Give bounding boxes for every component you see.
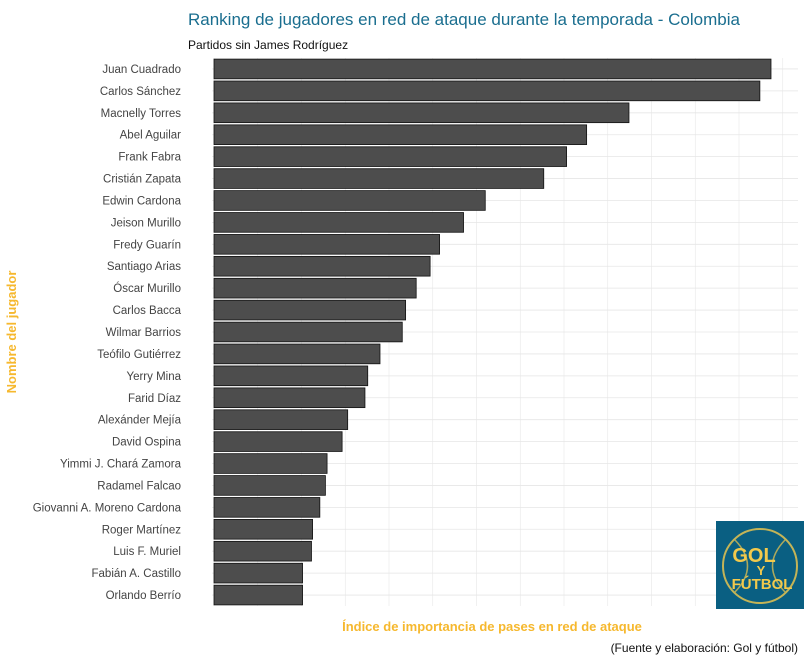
logo-line-1: GOL xyxy=(732,545,775,567)
y-tick-label: Wilmar Barrios xyxy=(106,327,182,339)
y-tick-label: Teófilo Gutiérrez xyxy=(97,349,181,361)
y-tick-label: Óscar Murillo xyxy=(113,282,181,295)
bar-9 xyxy=(213,255,431,277)
bar-15 xyxy=(213,387,366,409)
bar-14 xyxy=(213,365,369,387)
bar-4 xyxy=(213,146,567,167)
y-tick-label: Radamel Falcao xyxy=(97,480,181,492)
y-tick-label: Fredy Guarín xyxy=(113,239,181,251)
y-tick-label: Yimmi J. Chará Zamora xyxy=(60,459,182,471)
y-tick-label: Carlos Bacca xyxy=(113,305,182,317)
bar-18 xyxy=(213,453,328,474)
logo-background xyxy=(716,521,804,609)
y-tick-label: Santiago Arias xyxy=(107,261,181,273)
y-tick-label: Fabián A. Castillo xyxy=(92,568,182,580)
y-tick-label: Jeison Murillo xyxy=(111,217,181,229)
y-tick-label: Frank Fabra xyxy=(118,152,181,164)
bar-10 xyxy=(213,277,417,299)
y-tick-label: Luis F. Muriel xyxy=(113,546,181,558)
ball-icon xyxy=(722,528,798,604)
bar-13 xyxy=(213,343,381,365)
bar-8 xyxy=(213,234,440,255)
y-tick-label: Roger Martínez xyxy=(102,524,182,536)
gol-y-futbol-logo: GOL Y FÚTBOL xyxy=(716,521,804,609)
y-tick-label: David Ospina xyxy=(112,437,182,449)
bar-1 xyxy=(213,80,761,102)
x-axis-label: Índice de importancia de pases en red de… xyxy=(342,619,642,634)
y-axis-label: Nombre del jugador xyxy=(4,271,19,394)
y-tick-label: Farid Díaz xyxy=(128,393,181,405)
bar-16 xyxy=(213,409,349,430)
bar-11 xyxy=(213,299,407,321)
chart-title: Ranking de jugadores en red de ataque du… xyxy=(188,10,740,29)
bar-19 xyxy=(213,475,326,496)
y-tick-label: Alexánder Mejía xyxy=(98,415,182,427)
bar-3 xyxy=(213,124,588,145)
bar-12 xyxy=(213,321,403,343)
chart-caption: (Fuente y elaboración: Gol y fútbol) xyxy=(611,641,798,655)
logo-line-2: Y xyxy=(757,563,766,578)
bars-group xyxy=(213,58,772,606)
y-tick-label: Edwin Cardona xyxy=(102,195,181,207)
bar-20 xyxy=(213,497,321,518)
bar-6 xyxy=(213,190,486,211)
bar-0 xyxy=(213,58,772,80)
bar-21 xyxy=(213,519,313,540)
bar-2 xyxy=(213,102,630,124)
bar-23 xyxy=(213,562,303,584)
y-tick-label: Juan Cuadrado xyxy=(102,64,181,76)
bar-17 xyxy=(213,431,343,452)
bar-22 xyxy=(213,540,312,562)
y-tick-label: Cristián Zapata xyxy=(103,174,182,186)
y-tick-label: Orlando Berrío xyxy=(106,590,181,602)
bar-5 xyxy=(213,168,545,189)
y-tick-label: Macnelly Torres xyxy=(101,108,182,120)
y-tick-label: Giovanni A. Moreno Cardona xyxy=(33,502,182,514)
y-tick-label: Carlos Sánchez xyxy=(100,86,181,98)
chart-subtitle: Partidos sin James Rodríguez xyxy=(188,38,348,52)
logo-line-3: FÚTBOL xyxy=(732,575,793,593)
bar-7 xyxy=(213,212,464,233)
ball-seam-icon xyxy=(734,539,786,593)
bar-24 xyxy=(213,584,303,606)
y-tick-label: Yerry Mina xyxy=(126,371,181,383)
y-tick-label: Abel Aguilar xyxy=(120,130,182,142)
y-tick-labels: Juan Cuadrado Carlos Sánchez Macnelly Torr… xyxy=(33,64,182,602)
